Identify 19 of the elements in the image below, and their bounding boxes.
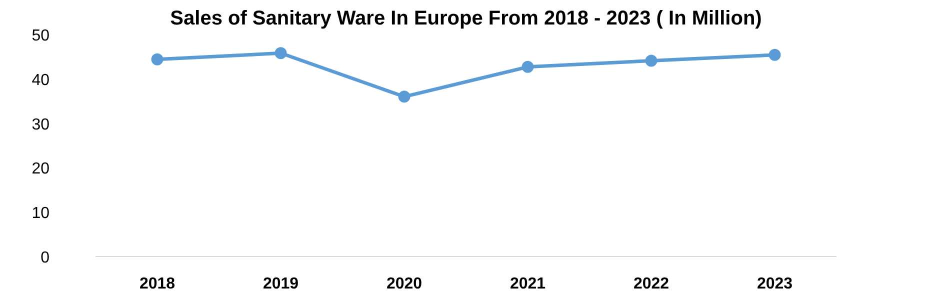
x-tick-label: 2020 <box>386 276 422 291</box>
point <box>522 60 534 73</box>
y-tick-label: 20 <box>32 160 50 178</box>
point <box>768 48 781 61</box>
point <box>645 54 658 67</box>
x-tick-label: 2021 <box>510 276 546 291</box>
y-tick-label: 0 <box>40 250 50 266</box>
x-tick-label: 2023 <box>756 276 793 291</box>
x-tick-label: 2018 <box>139 276 176 291</box>
y-tick-label: 40 <box>32 72 50 89</box>
point <box>151 53 164 66</box>
y-tick-label: 50 <box>32 28 50 44</box>
chart-title: Sales of Sanitary Ware In Europe From 2018 - 2023 ( In Million) <box>170 8 762 30</box>
point <box>274 47 287 60</box>
x-tick-label: 2019 <box>262 276 299 291</box>
y-tick-label: 10 <box>32 205 50 222</box>
point <box>398 90 410 103</box>
y-tick-label: 30 <box>32 116 50 134</box>
x-tick-label: 2022 <box>633 276 670 291</box>
